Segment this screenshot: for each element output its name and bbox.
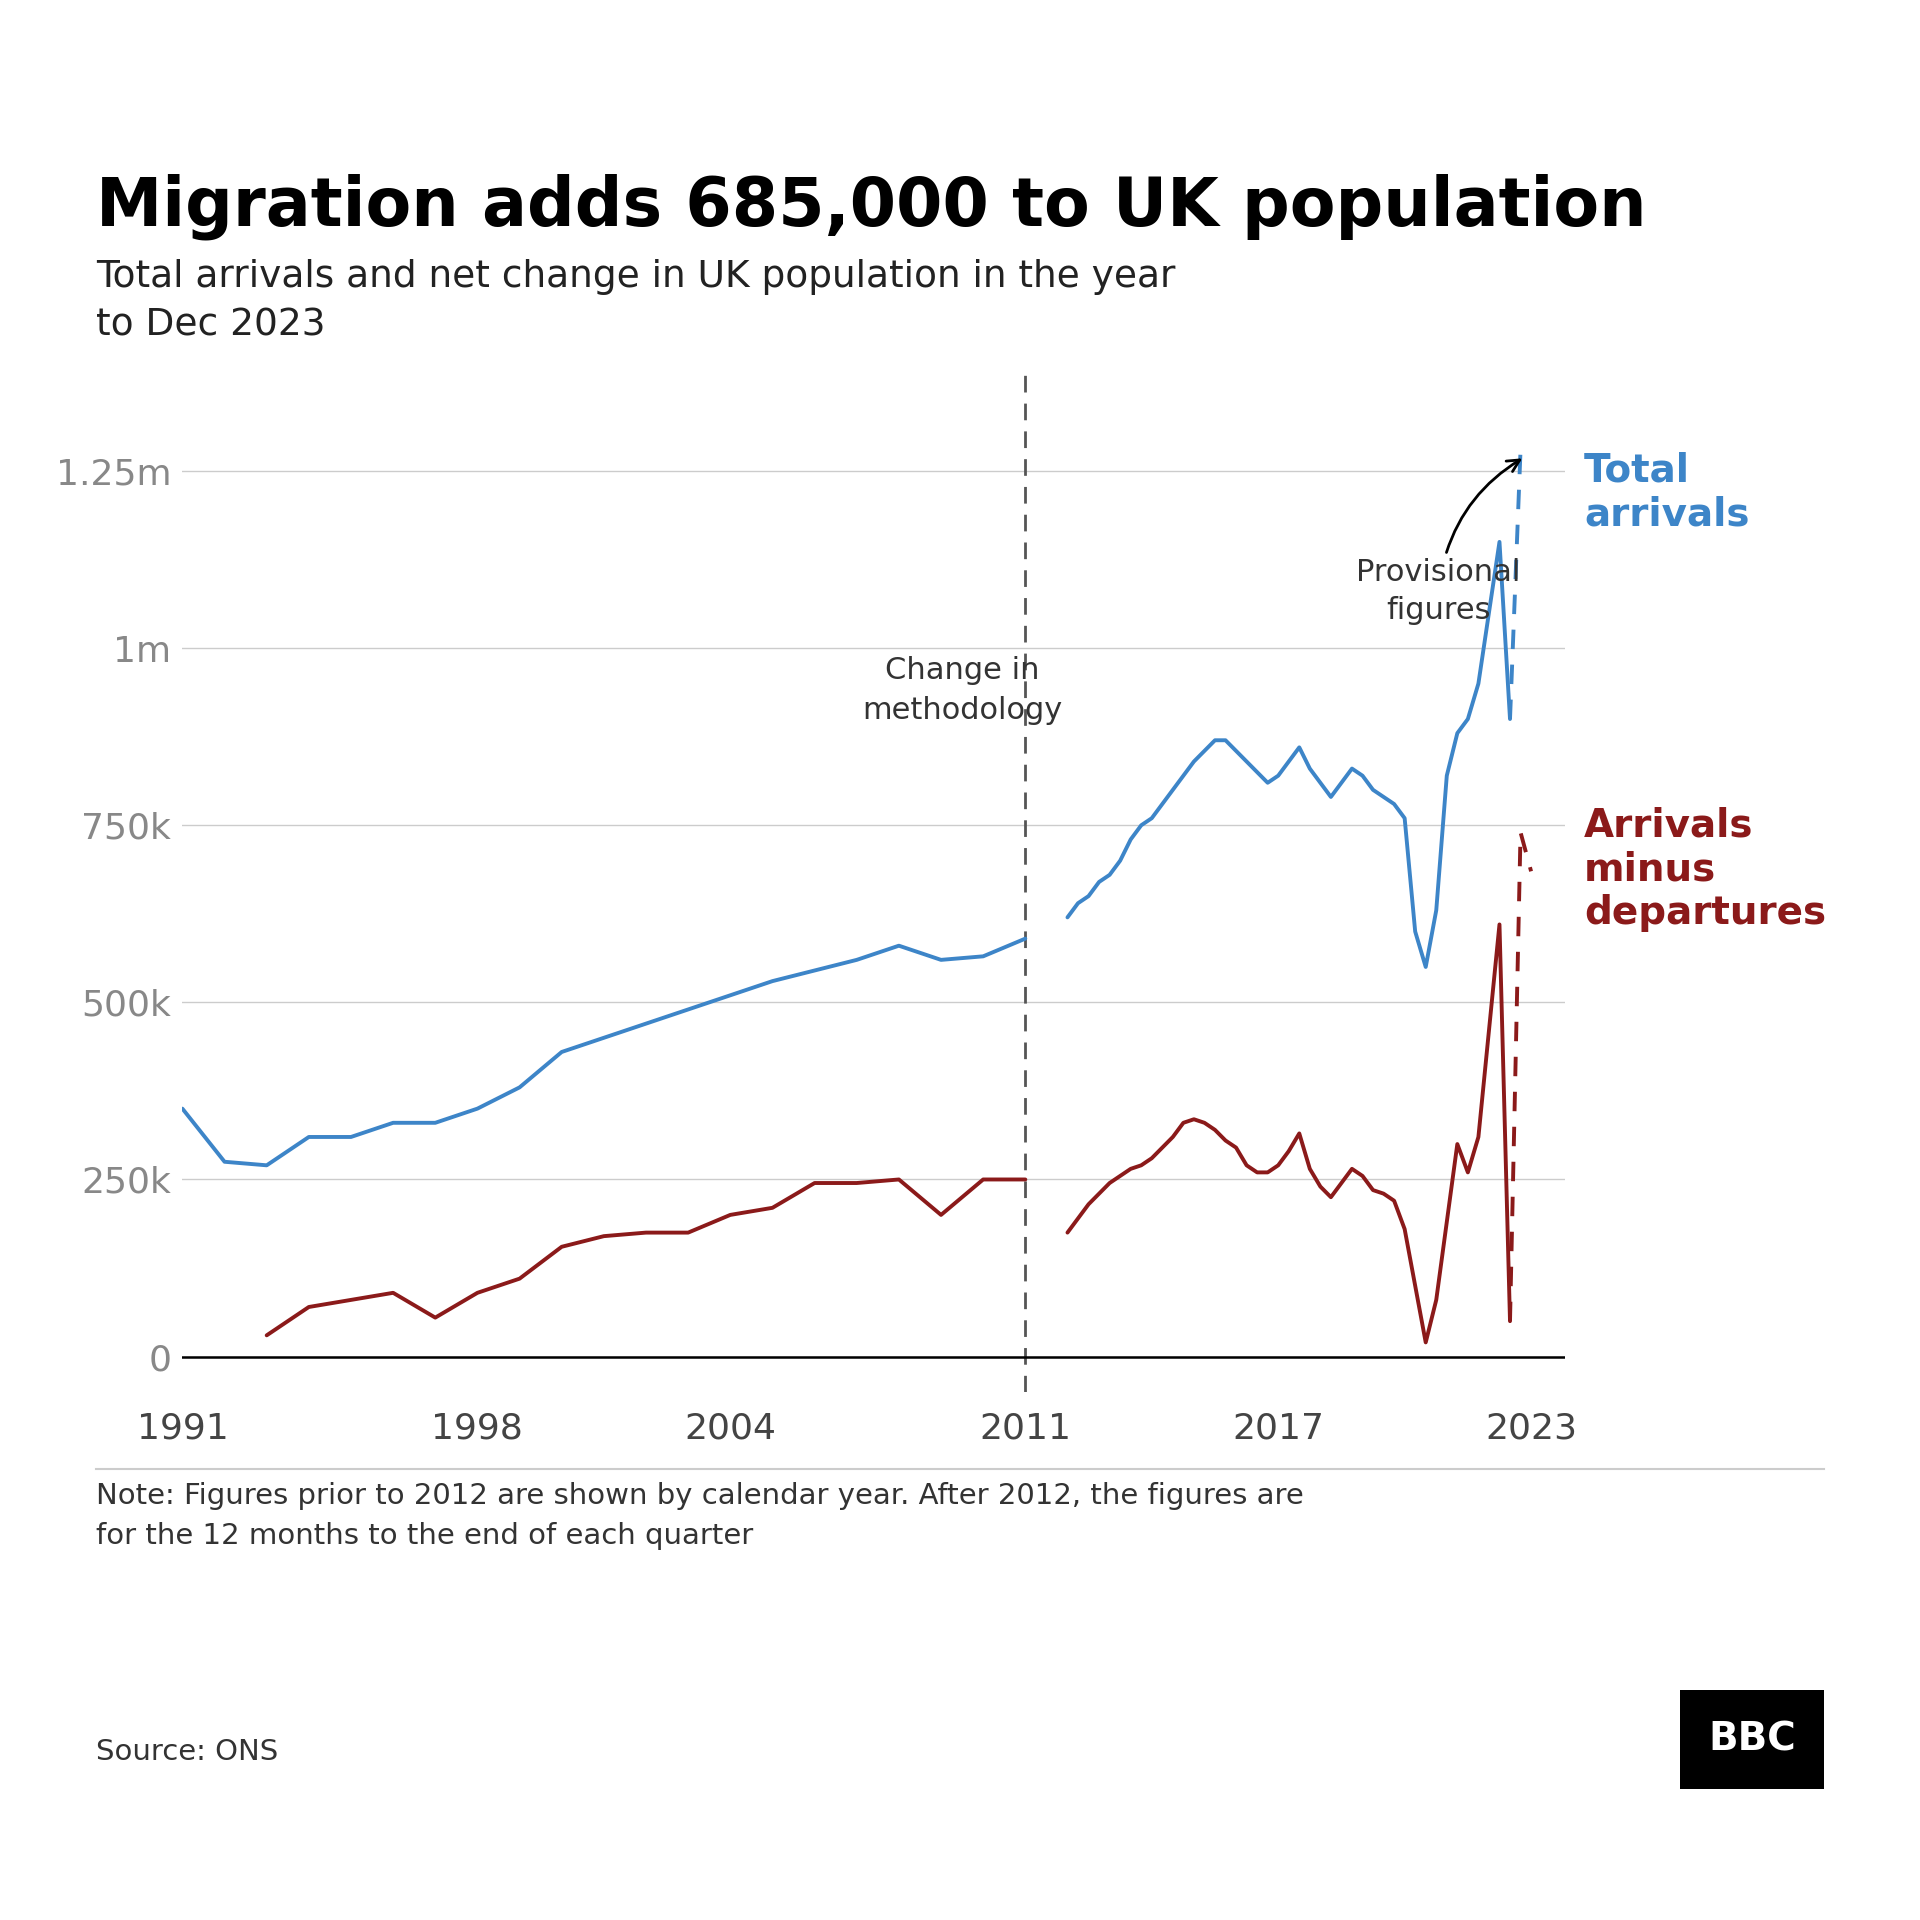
Text: Change in
methodology: Change in methodology — [862, 657, 1062, 726]
Text: Migration adds 685,000 to UK population: Migration adds 685,000 to UK population — [96, 173, 1647, 240]
Text: Note: Figures prior to 2012 are shown by calendar year. After 2012, the figures : Note: Figures prior to 2012 are shown by… — [96, 1482, 1304, 1549]
Text: Arrivals
minus
departures: Arrivals minus departures — [1584, 806, 1826, 933]
Text: Total
arrivals: Total arrivals — [1584, 451, 1749, 534]
Text: Total arrivals and net change in UK population in the year
to Dec 2023: Total arrivals and net change in UK popu… — [96, 259, 1175, 344]
Text: Provisional
figures: Provisional figures — [1356, 461, 1521, 626]
Text: BBC: BBC — [1709, 1720, 1795, 1759]
Text: Source: ONS: Source: ONS — [96, 1738, 278, 1766]
